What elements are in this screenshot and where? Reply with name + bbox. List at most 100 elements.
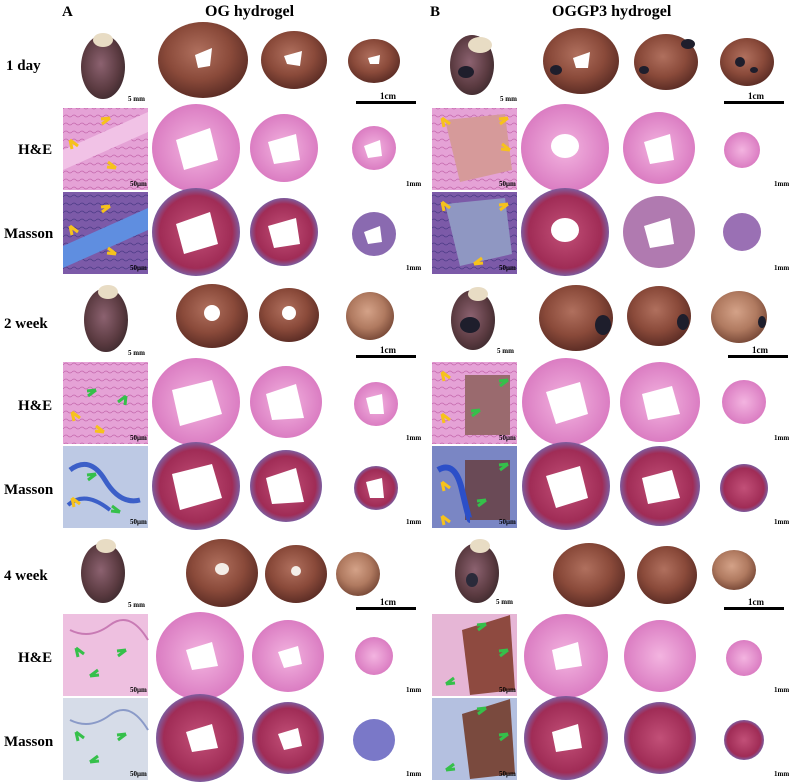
section-masson-oggp3-2week-3 [720,464,768,512]
section-masson-oggp3-1day-3 [723,213,761,251]
scale-bar-1cm-oggp3-4week [724,607,784,610]
scale-bar-1cm-oggp3-2week [728,355,788,358]
scale-label-1mm-oggp3-he-1day: 1mm [774,180,789,188]
section-he-oggp3-1day-2 [623,112,695,184]
section-masson-og-1day-3 [352,212,396,256]
section-he-og-1day-3 [352,126,396,170]
section-he-og-1day-1 [152,104,240,192]
micrograph-oggp3-2week-masson [432,446,517,528]
scale-label-5mm-og-2week: 5 mm [128,349,145,357]
scale-label-1mm-og-masson-1day: 1mm [406,264,422,272]
scale-label-50um-oggp3-he-1day: 50μm [499,180,516,188]
row-label-he-1day: H&E [18,142,53,158]
heart-slice-oggp3-2week-2 [627,286,691,346]
panel-letter-b: B [430,4,441,20]
heart-slice-oggp3-4week-1 [553,543,625,607]
scale-label-50um-oggp3-masson-2week: 50μm [499,518,516,526]
heart-slice-og-1day-1 [158,22,248,98]
row-label-2week: 2 week [4,316,48,332]
section-he-oggp3-4week-1 [524,614,608,698]
micrograph-oggp3-4week-masson [432,698,517,780]
section-he-og-2week-1 [152,358,240,446]
row-label-he-2week: H&E [18,398,53,414]
row-label-he-4week: H&E [18,650,53,666]
scale-label-1cm-oggp3-2week: 1cm [752,345,768,355]
section-masson-oggp3-4week-1 [524,696,608,780]
scale-label-50um-oggp3-he-2week: 50μm [499,434,516,442]
heart-slice-oggp3-1day-3 [720,38,774,86]
section-he-oggp3-1day-3 [724,132,760,168]
scale-label-1cm-og-4week: 1cm [380,597,396,607]
scale-label-50um-oggp3-masson-1day: 50μm [499,264,516,272]
row-label-4week: 4 week [4,568,48,584]
heart-slice-oggp3-4week-2 [637,546,697,604]
section-masson-og-2week-2 [250,450,322,522]
scale-label-1mm-oggp3-he-2week: 1mm [774,434,789,442]
scale-bar-1cm-og-2week [356,355,416,358]
scale-label-1mm-og-masson-4week: 1mm [406,770,422,778]
micrograph-og-1day-masson [63,192,148,274]
scale-label-1mm-og-masson-2week: 1mm [406,518,422,526]
section-masson-oggp3-1day-2 [623,196,695,268]
scale-label-1cm-oggp3-1day: 1cm [748,91,764,101]
whole-heart-oggp3-1day [450,35,494,95]
scale-label-1mm-oggp3-masson-2week: 1mm [774,518,789,526]
scale-label-50um-og-he-1day: 50μm [130,180,147,188]
scale-label-1cm-og-1day: 1cm [380,91,396,101]
section-he-oggp3-1day-1 [521,104,609,192]
scale-label-50um-og-he-4week: 50μm [130,686,147,694]
section-masson-oggp3-2week-2 [620,446,700,526]
scale-label-1mm-og-he-1day: 1mm [406,180,422,188]
micrograph-og-2week-he [63,362,148,444]
scale-bar-1cm-og-1day [356,101,416,104]
section-masson-og-2week-1 [152,442,240,530]
section-he-oggp3-4week-3 [726,640,762,676]
micrograph-og-4week-he [63,614,149,696]
section-he-oggp3-2week-3 [722,380,766,424]
panel-title-og: OG hydrogel [205,3,295,20]
section-masson-oggp3-4week-3 [724,720,764,760]
heart-slice-oggp3-1day-2 [634,34,698,90]
section-masson-oggp3-4week-2 [624,702,696,774]
scale-label-5mm-og-4week: 5 mm [128,601,145,609]
section-masson-og-1day-2 [250,198,318,266]
whole-heart-og-4week [81,539,125,603]
section-he-oggp3-2week-2 [620,362,700,442]
heart-slice-og-4week-2 [265,545,327,603]
arrow-markers [68,116,511,772]
scale-label-50um-og-he-2week: 50μm [130,434,147,442]
section-masson-oggp3-1day-1 [521,188,609,276]
scale-label-1mm-oggp3-he-4week: 1mm [774,686,789,694]
whole-heart-oggp3-2week [451,287,495,350]
scale-label-1mm-oggp3-masson-1day: 1mm [774,264,789,272]
scale-label-1mm-og-he-2week: 1mm [406,434,422,442]
panel-letter-a: A [62,4,73,20]
scale-label-1cm-oggp3-4week: 1cm [748,597,764,607]
section-he-oggp3-2week-1 [522,358,610,446]
scale-bar-1cm-oggp3-1day [724,101,784,104]
micrograph-og-4week-masson [63,698,149,780]
section-he-og-2week-3 [354,382,398,426]
panel-title-oggp3: OGGP3 hydrogel [552,3,672,20]
section-he-og-1day-2 [250,114,318,182]
heart-slice-og-1day-2 [261,31,327,89]
heart-slice-og-4week-3 [336,552,380,596]
row-label-masson-2week: Masson [4,482,54,498]
heart-slice-oggp3-1day-1 [543,28,619,94]
heart-slice-oggp3-2week-1 [539,285,613,351]
row-label-masson-4week: Masson [4,734,54,750]
micrograph-oggp3-4week-he [432,614,517,696]
micrograph-og-2week-masson [63,446,148,528]
section-masson-og-4week-1 [156,694,244,782]
heart-slice-oggp3-4week-3 [712,550,756,590]
section-he-og-2week-2 [250,366,322,438]
row-label-1day: 1 day [6,58,41,74]
heart-slice-og-2week-3 [346,292,394,340]
whole-heart-og-2week [84,285,128,352]
section-he-oggp3-4week-2 [624,620,696,692]
scale-label-50um-og-masson-4week: 50μm [130,770,147,778]
scale-label-5mm-oggp3-1day: 5 mm [500,95,517,103]
whole-heart-og-1day [81,33,125,99]
scale-label-5mm-og-1day: 5 mm [128,95,145,103]
